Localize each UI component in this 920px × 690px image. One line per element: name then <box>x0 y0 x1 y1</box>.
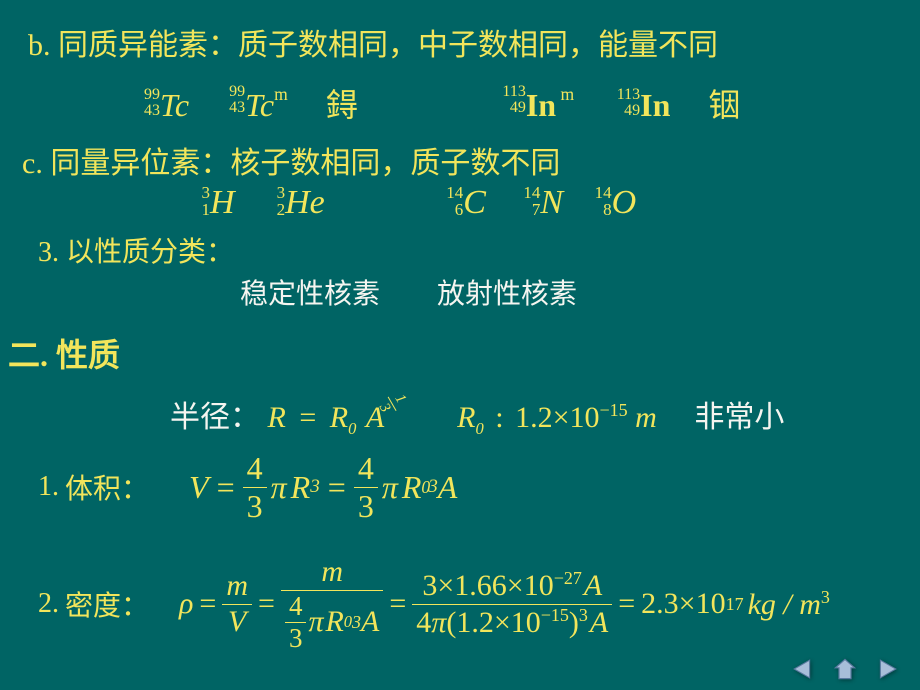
volume-label-num: 1. <box>38 471 59 503</box>
nuclide-tc-2: 9943 Tcm <box>245 84 288 124</box>
volume-label-text: 体积： <box>65 467 149 507</box>
nav-bar <box>790 656 900 682</box>
section-b-text: 同质异能素：质子数相同，中子数相同，能量不同 <box>58 29 718 62</box>
nuclide-tc-1: 9943 Tc <box>160 87 189 124</box>
nuclide-o14: 148 O <box>612 184 637 222</box>
nuclide-he3: 32 He <box>285 184 325 222</box>
prev-button[interactable] <box>790 656 816 682</box>
section-b-label: b. <box>28 29 51 62</box>
volume-formula: V = 43 π R3 = 43 π R03 A <box>189 450 457 525</box>
nuclide-in-2: 11349 In <box>640 87 670 124</box>
radioactive-nuclide-label: 放射性核素 <box>437 279 577 310</box>
section-c-label: c. <box>22 147 43 180</box>
radius-label: 半径： <box>170 401 260 434</box>
element-name-tc: 鍀 <box>326 87 358 123</box>
density-label-text: 密度： <box>65 584 149 624</box>
stable-nuclide-label: 稳定性核素 <box>240 279 380 310</box>
density-label-num: 2. <box>38 588 59 620</box>
nuclide-h3: 31 H <box>210 184 235 222</box>
section-2-title: 二. 性质 <box>8 330 120 376</box>
radius-constant: R0 : 1.2×10−15 m <box>457 401 664 434</box>
radius-note: 非常小 <box>694 401 784 434</box>
density-formula: ρ = mV = m 43 π R03 A = 3×1.66×10−27A 4π… <box>179 555 830 654</box>
radius-formula: R = R0 A13 <box>268 401 408 434</box>
section-3-label: 3. <box>38 237 59 268</box>
nuclide-in-1: 11349 In m <box>526 84 574 124</box>
home-button[interactable] <box>832 656 858 682</box>
nuclide-n14: 147 N <box>540 184 563 222</box>
nuclide-c14: 146 C <box>463 184 486 222</box>
element-name-in: 铟 <box>708 87 740 123</box>
section-c-text: 同量异位素：核子数相同，质子数不同 <box>50 147 560 180</box>
next-button[interactable] <box>874 656 900 682</box>
section-3-text: 以性质分类： <box>66 237 234 268</box>
